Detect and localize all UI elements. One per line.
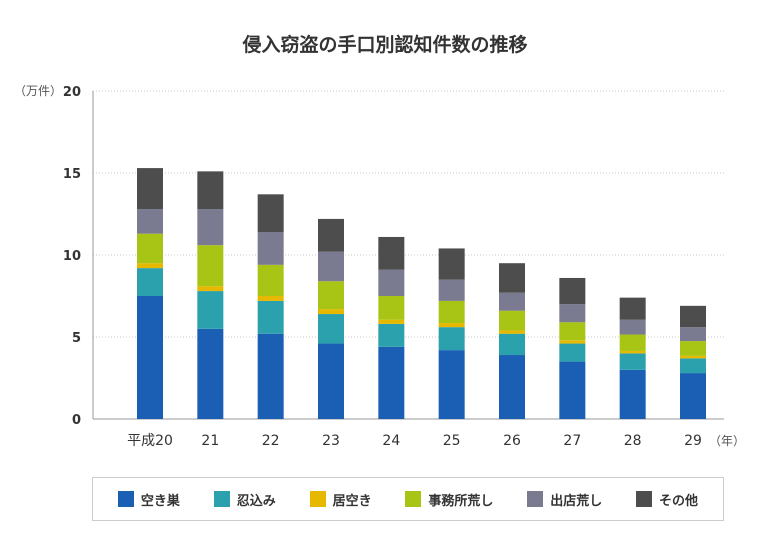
- bar-segment: [438, 323, 465, 328]
- y-tick-label: 20: [63, 85, 81, 100]
- bar-segment: [257, 264, 284, 296]
- bar-segment: [499, 355, 525, 419]
- legend-swatch: [117, 491, 134, 507]
- legend-label: 空き巣: [140, 493, 180, 509]
- bar-segment: [680, 327, 706, 342]
- legend-label: その他: [659, 493, 699, 509]
- bar-segment: [559, 361, 586, 419]
- x-tick-label: 23: [322, 433, 340, 449]
- legend-item: 空き巣: [117, 490, 180, 509]
- bar-segment: [438, 327, 465, 351]
- bar-segment: [619, 369, 646, 419]
- stacked-bar-chart: 0 5 10 15 20（万件） 平成20 21 22 23 24 25 26 27 28 29 （年）: [14, 84, 745, 449]
- bar-segment: [137, 209, 163, 234]
- x-axis-unit-label: （年）: [709, 434, 745, 448]
- bar-segment: [137, 296, 163, 419]
- bar-segment: [680, 341, 706, 356]
- bar-segment: [378, 319, 405, 324]
- bar-segment: [378, 346, 405, 419]
- bar-segment: [499, 333, 525, 356]
- bar-segment: [137, 168, 163, 210]
- bar-segment: [257, 300, 284, 334]
- bar-segment: [137, 263, 163, 269]
- legend-label: 居空き: [332, 493, 372, 509]
- bar-segment: [378, 236, 405, 270]
- x-tick-label: 28: [624, 433, 642, 449]
- bar-segment: [137, 233, 163, 264]
- bar-segment: [257, 333, 284, 419]
- bar-segment: [680, 373, 706, 419]
- bar-segment: [257, 232, 284, 265]
- bar-segment: [438, 300, 465, 324]
- bar-segment: [559, 343, 586, 362]
- legend-label: 忍込み: [236, 493, 276, 509]
- bar-segment: [318, 281, 344, 310]
- legend-item: 出店荒し: [527, 490, 602, 509]
- bar-segment: [318, 309, 344, 315]
- bar-segment: [559, 277, 586, 305]
- bar-segment: [559, 322, 586, 341]
- legend-swatch: [309, 491, 326, 507]
- x-tick-label: 平成20: [127, 433, 173, 449]
- bar-segment: [197, 209, 224, 246]
- bar-segment: [619, 353, 646, 370]
- bar-segment: [499, 310, 525, 331]
- bar-segment: [318, 218, 344, 252]
- bar-segment: [438, 279, 465, 301]
- bar-segment: [197, 286, 224, 292]
- bar-segment: [137, 268, 163, 296]
- y-axis-unit-label: （万件）: [14, 84, 62, 98]
- bar-segment: [499, 330, 525, 334]
- bar-segment: [378, 323, 405, 347]
- x-tick-label: 29: [684, 433, 702, 449]
- bar-segment: [257, 194, 284, 233]
- bar-segment: [559, 304, 586, 323]
- legend: 空き巣 忍込み 居空き 事務所荒し 出店荒し その他: [92, 477, 724, 521]
- bar-segment: [680, 305, 706, 328]
- x-tick-label: 22: [262, 433, 280, 449]
- bar-segment: [378, 296, 405, 320]
- legend-label: 出店荒し: [550, 493, 603, 509]
- bar-segment: [257, 296, 284, 301]
- bar-segment: [438, 248, 465, 280]
- x-tick-label: 25: [443, 433, 461, 449]
- bar-segment: [318, 314, 344, 344]
- x-tick-label: 26: [503, 433, 521, 449]
- legend-swatch: [636, 491, 653, 507]
- bar-segment: [438, 350, 465, 419]
- bar-segment: [499, 263, 525, 293]
- bar-segment: [619, 297, 646, 320]
- legend-label: 事務所荒し: [428, 493, 494, 509]
- y-tick-label: 0: [72, 413, 81, 428]
- legend-item: 事務所荒し: [405, 490, 493, 509]
- legend-item: 忍込み: [213, 490, 276, 509]
- bar-segment: [680, 358, 706, 374]
- bar-segment: [197, 328, 224, 419]
- chart-title: 侵入窃盗の手口別認知件数の推移: [242, 34, 528, 56]
- bar-segment: [619, 334, 646, 351]
- bar-segment: [197, 245, 224, 287]
- bar-segment: [318, 251, 344, 282]
- bar-segment: [559, 340, 586, 344]
- legend-item: 居空き: [309, 490, 372, 509]
- bar-segment: [619, 319, 646, 335]
- x-tick-label: 21: [201, 433, 219, 449]
- x-tick-label: 24: [382, 433, 400, 449]
- bar-segment: [680, 355, 706, 359]
- legend-swatch: [527, 491, 544, 507]
- bar-segment: [197, 291, 224, 329]
- legend-swatch: [405, 491, 422, 507]
- legend-item: その他: [636, 490, 698, 509]
- y-tick-label: 15: [63, 167, 81, 182]
- bar-segment: [318, 343, 344, 419]
- legend-swatch: [213, 491, 230, 507]
- bar-segment: [499, 292, 525, 311]
- bar-segment: [378, 269, 405, 296]
- bar-segment: [619, 350, 646, 354]
- y-tick-label: 5: [72, 331, 81, 346]
- x-tick-label: 27: [563, 433, 581, 449]
- y-tick-label: 10: [63, 249, 81, 264]
- bar-segment: [197, 171, 224, 210]
